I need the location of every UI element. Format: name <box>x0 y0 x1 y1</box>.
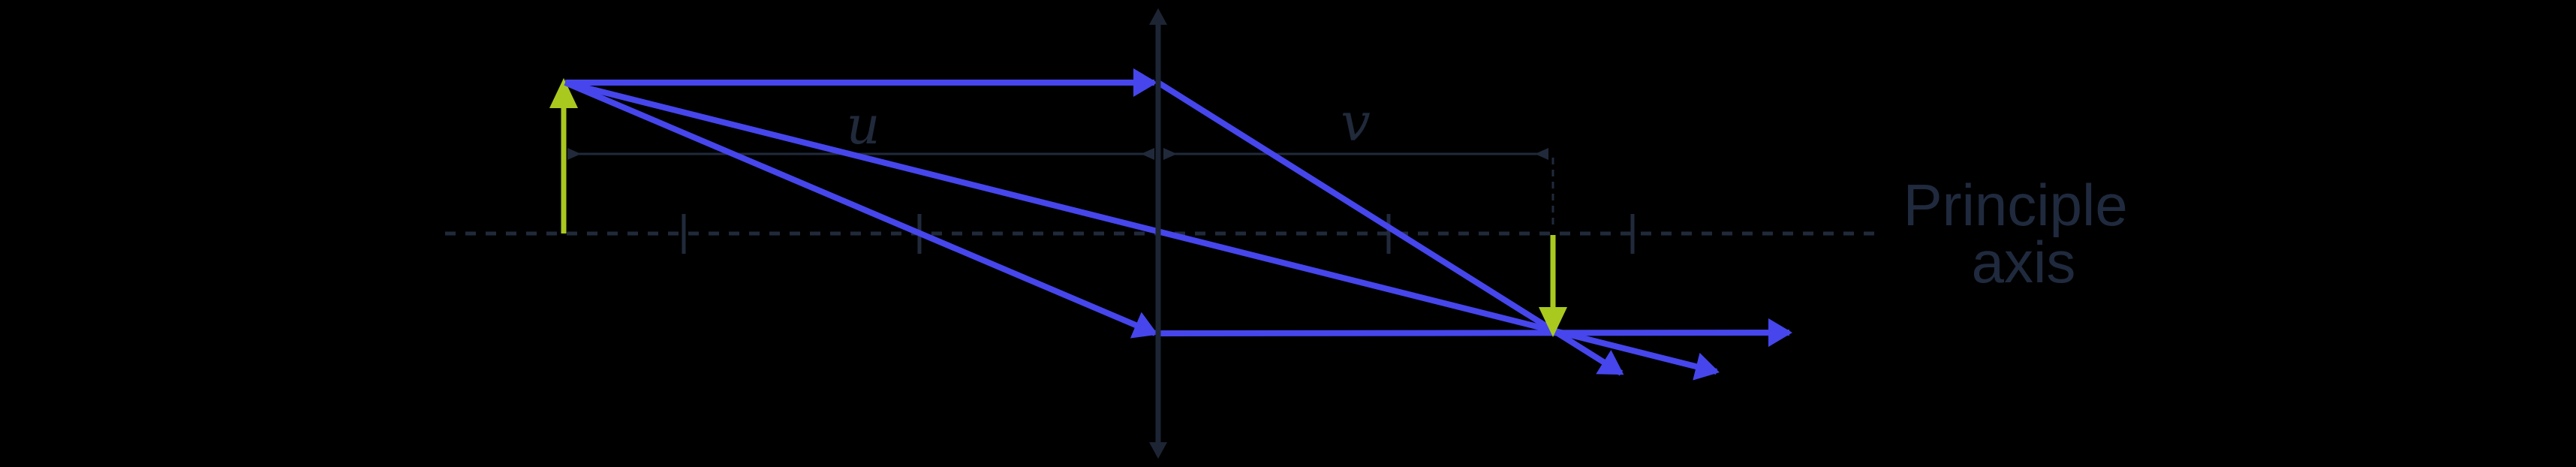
ray-parallel-refracted <box>1156 80 1624 376</box>
lens-bottom-arrow-icon <box>1149 442 1167 459</box>
ray-through-center <box>564 80 1720 381</box>
dimension-v: v <box>1163 92 1554 230</box>
image-arrow <box>1539 235 1567 337</box>
principal-axis-caption: Principle axis <box>1903 172 2144 295</box>
object-distance-label: u <box>846 95 880 156</box>
lens <box>1149 8 1167 459</box>
object-arrow-head-icon <box>549 78 578 108</box>
object-arrow <box>549 78 578 234</box>
ray-focal-incident <box>564 80 1158 339</box>
image-distance-label: v <box>1341 92 1371 153</box>
image-arrow-head-icon <box>1539 307 1567 337</box>
light-rays <box>564 68 1792 381</box>
principal-axis-caption-line1: Principle <box>1903 172 2128 238</box>
lens-top-arrow-icon <box>1149 8 1167 25</box>
principal-axis-caption-line2: axis <box>1972 229 2076 295</box>
